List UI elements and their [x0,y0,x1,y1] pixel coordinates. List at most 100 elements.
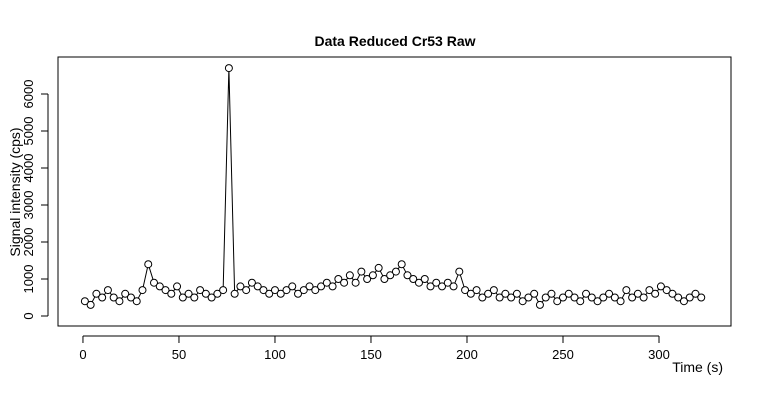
data-point [103,286,112,295]
data-point [605,289,614,298]
data-point [288,282,297,291]
data-point [599,293,608,302]
data-point [126,293,135,302]
data-point [247,278,256,287]
data-point [328,282,337,291]
data-point [80,297,89,306]
data-point [178,293,187,302]
data-point [461,286,470,295]
data-point [144,260,153,269]
data-point [167,289,176,298]
data-point [616,297,625,306]
data-point [219,286,228,295]
y-tick-label: 1000 [21,265,36,294]
data-point [484,289,493,298]
data-point [651,289,660,298]
data-point [587,293,596,302]
data-point [155,282,164,291]
data-point [276,289,285,298]
data-point [380,275,389,284]
plot-frame [57,56,732,327]
data-point [432,278,441,287]
data-point [242,286,251,295]
data-point [173,282,182,291]
data-point [420,275,429,284]
x-tick-label: 300 [648,347,670,362]
data-point [236,282,245,291]
x-tick-label: 100 [264,347,286,362]
data-point [259,286,268,295]
data-point [230,289,239,298]
data-point [282,286,291,295]
data-point [535,300,544,309]
data-point [426,282,435,291]
data-point [92,289,101,298]
data-point [265,289,274,298]
data-point [518,297,527,306]
y-tick-label: 4000 [21,154,36,183]
data-point [553,297,562,306]
data-point [391,267,400,276]
x-tick-label: 50 [172,347,186,362]
data-point [270,286,279,295]
data-point [472,286,481,295]
data-point [138,286,147,295]
data-point [351,278,360,287]
data-point [397,260,406,269]
data-point [501,289,510,298]
data-point [639,293,648,302]
data-point [478,293,487,302]
x-axis-label: Time (s) [672,359,723,375]
data-point [593,297,602,306]
data-point [570,293,579,302]
y-tick-label: 6000 [21,80,36,109]
data-point [109,293,118,302]
data-point [610,293,619,302]
data-point [150,278,159,287]
data-point [201,289,210,298]
data-point [224,64,233,73]
data-point [455,267,464,276]
x-tick-label: 0 [79,347,86,362]
data-point [368,271,377,280]
data-point [345,271,354,280]
data-point [161,286,170,295]
data-point [374,263,383,272]
y-tick-label: 0 [21,312,36,319]
data-point [622,286,631,295]
data-point [196,286,205,295]
data-point [340,278,349,287]
data-point [489,286,498,295]
data-point [403,271,412,280]
data-point [190,293,199,302]
data-point [697,293,706,302]
x-tick-label: 150 [360,347,382,362]
data-point [414,278,423,287]
data-point [685,293,694,302]
data-point [322,278,331,287]
data-point [121,289,130,298]
data-point [524,293,533,302]
data-point [668,289,677,298]
data-point [184,289,193,298]
data-point [438,282,447,291]
chart-title: Data Reduced Cr53 Raw [314,33,475,49]
data-point [679,297,688,306]
x-tick-label: 250 [552,347,574,362]
data-point [207,293,216,302]
data-point [132,297,141,306]
data-point [466,289,475,298]
y-tick-label: 3000 [21,191,36,220]
data-point [115,297,124,306]
data-point [530,289,539,298]
data-point [363,275,372,284]
data-point [691,289,700,298]
data-point [311,286,320,295]
data-point [564,289,573,298]
data-point [512,289,521,298]
data-point [547,289,556,298]
data-point [213,289,222,298]
data-point [495,293,504,302]
data-point [507,293,516,302]
